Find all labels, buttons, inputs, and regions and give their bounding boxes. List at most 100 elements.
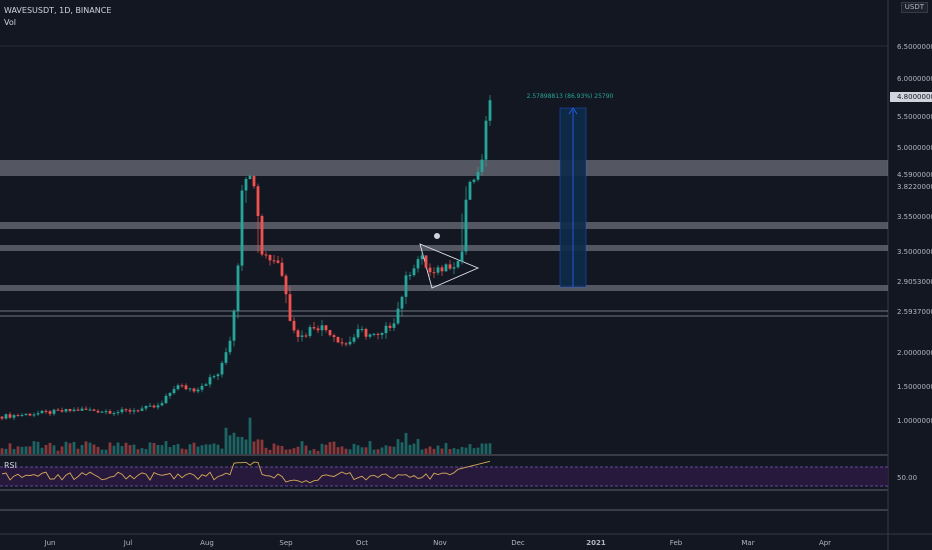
price-axis[interactable]: 6.50000000 6.00000000 5.50000000 5.00000000… [890, 43, 932, 482]
volume-bar [260, 439, 264, 454]
candle-body [344, 343, 348, 345]
volume-bar [216, 444, 220, 454]
volume-bar [332, 441, 336, 454]
volume-bar [148, 442, 152, 454]
candle-body [412, 268, 416, 276]
volume-bar [200, 445, 204, 454]
candle-body [220, 362, 224, 375]
candle-body [92, 409, 96, 411]
measure-tool[interactable]: 2.57898813 (86.93%) 25790 [527, 93, 614, 288]
volume-bar [76, 448, 80, 454]
candle-body [328, 330, 332, 336]
candle-body [144, 406, 148, 409]
volume-bar [356, 445, 360, 454]
volume-bar [464, 447, 468, 454]
volume-bar [140, 448, 144, 454]
time-axis[interactable]: Jun Jul Aug Sep Oct Nov Dec 2021 Feb Mar Apr [44, 539, 832, 547]
rsi-pane [0, 460, 888, 487]
volume-bar [360, 447, 364, 454]
candle-body [320, 325, 324, 331]
candle-body [472, 179, 476, 182]
candle-body [316, 328, 320, 331]
candle-body [56, 409, 60, 411]
candle-body [60, 410, 64, 412]
candle-body [124, 409, 128, 411]
price-label: 3.82200000 [897, 183, 932, 191]
volume-bar [316, 450, 320, 454]
candle-body [108, 411, 112, 414]
candle-body [408, 275, 412, 277]
candle-body [196, 389, 200, 392]
time-label: Jun [44, 539, 56, 547]
price-label: 5.50000000 [897, 113, 932, 121]
candle-body [84, 408, 88, 410]
volume-bar [28, 446, 32, 454]
volume-bar [64, 441, 68, 454]
candle-body [404, 275, 408, 297]
candle-body [436, 267, 440, 273]
volume-bar [308, 450, 312, 454]
candle-body [416, 259, 420, 269]
candle-body [244, 178, 248, 191]
candle-body [28, 413, 32, 416]
volume-bar [192, 442, 196, 454]
volume-bar [276, 445, 280, 454]
volume-bar [416, 439, 420, 454]
candle-body [260, 215, 264, 255]
candle-body [16, 415, 20, 417]
volume-bar [248, 417, 252, 454]
candle-body [364, 328, 368, 337]
volume-bars [0, 417, 492, 454]
volume-bar [68, 443, 72, 454]
candle-body [284, 275, 288, 295]
candle-body [192, 388, 196, 392]
volume-bar [60, 446, 64, 454]
volume-bar [172, 444, 176, 454]
candle-body [376, 333, 380, 335]
volume-bar [296, 446, 300, 454]
volume-bar [144, 449, 148, 454]
candle-body [264, 254, 268, 256]
volume-bar [152, 443, 156, 454]
volume-bar [196, 446, 200, 454]
volume-legend: Vol [4, 18, 16, 27]
candle-body [384, 325, 388, 334]
rsi-axis-label: 50.00 [897, 474, 917, 482]
volume-bar [388, 446, 392, 454]
volume-bar [132, 444, 136, 454]
candle-body [80, 408, 84, 411]
candle-body [72, 409, 76, 411]
sr-zone [0, 285, 888, 291]
volume-bar [444, 442, 448, 454]
candle-body [296, 330, 300, 337]
candle-body [488, 100, 492, 121]
volume-bar [440, 448, 444, 454]
candle-body [388, 325, 392, 328]
volume-bar [100, 449, 104, 454]
volume-bar [284, 449, 288, 454]
time-label: Apr [819, 539, 831, 547]
sr-zone [0, 160, 888, 176]
candle-body [396, 308, 400, 324]
volume-bar [300, 441, 304, 454]
volume-bar [364, 447, 368, 454]
volume-bar [80, 444, 84, 454]
candle-body [308, 327, 312, 336]
candle-body [12, 415, 16, 418]
price-label: 2.59370000 [897, 308, 932, 316]
volume-bar [400, 442, 404, 454]
volume-bar [168, 447, 172, 454]
volume-bar [112, 445, 116, 454]
measure-label: 2.57898813 (86.93%) 25790 [527, 93, 614, 100]
volume-bar [448, 449, 452, 454]
volume-bar [184, 449, 188, 454]
currency-button[interactable]: USDT [900, 2, 928, 13]
volume-bar [156, 445, 160, 454]
volume-bar [208, 444, 212, 454]
time-label: Dec [511, 539, 525, 547]
volume-bar [20, 446, 24, 454]
volume-bar [376, 449, 380, 454]
volume-bar [120, 446, 124, 454]
volume-bar [104, 449, 108, 454]
